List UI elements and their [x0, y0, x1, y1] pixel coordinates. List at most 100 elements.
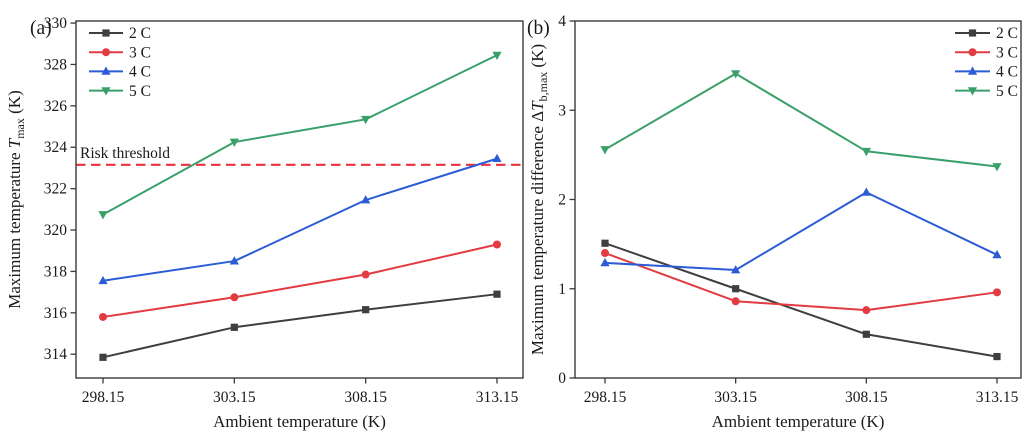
y-tick-label: 2 — [558, 192, 566, 209]
series-5-c — [600, 70, 1002, 172]
y-tick-label: 316 — [44, 305, 68, 322]
data-point-5-c — [861, 147, 871, 157]
data-point-4-c — [861, 187, 871, 196]
risk-threshold-label: Risk threshold — [80, 145, 170, 162]
data-point-2-c — [362, 306, 370, 314]
y-tick-label: 330 — [44, 15, 68, 32]
data-point-3-c — [230, 293, 239, 302]
x-tick-label: 298.15 — [584, 389, 627, 406]
x-axis: 298.15 303.15 308.15 313.15 Ambient temperat… — [584, 378, 1019, 431]
legend-item-5-c: 5 C — [89, 83, 151, 100]
data-point-4-c — [229, 256, 239, 265]
legend-item-4-c: 4 C — [89, 64, 151, 81]
risk-threshold: Risk threshold — [76, 145, 523, 166]
series-3-c — [601, 249, 1001, 315]
x-tick-label: 313.15 — [476, 389, 519, 406]
legend-marker — [968, 29, 977, 37]
legend-item-2-c: 2 C — [89, 25, 151, 42]
legend: 2 C 3 C 4 C 5 C — [89, 25, 151, 100]
data-point-3-c — [601, 249, 609, 258]
series-2-c — [99, 290, 501, 361]
data-point-2-c — [230, 323, 238, 331]
data-point-5-c — [492, 51, 502, 61]
series-line-5-c — [604, 72, 998, 168]
x-axis-title: Ambient temperature (K) — [213, 412, 386, 431]
legend-label: 2 C — [129, 25, 151, 42]
data-point-3-c — [731, 297, 740, 306]
series-4-c — [600, 187, 1002, 274]
legend-label: 5 C — [129, 83, 151, 100]
series-line-2-c — [102, 293, 498, 359]
data-point-3-c — [361, 270, 370, 279]
data-point-2-c — [601, 239, 609, 247]
y-tick-label: 328 — [44, 56, 68, 73]
y-axis-title: Maximum temperature difference ΔTb,max (… — [528, 44, 550, 355]
legend-item-2-c: 2 C — [955, 25, 1018, 42]
panel-label: (a) — [30, 18, 52, 39]
y-tick-label: 314 — [44, 346, 68, 363]
data-point-2-c — [732, 285, 740, 293]
x-tick-label: 308.15 — [845, 389, 888, 406]
legend-marker — [968, 48, 977, 57]
legend-label: 4 C — [996, 64, 1018, 81]
data-point-3-c — [99, 312, 107, 321]
data-point-5-c — [229, 138, 239, 147]
x-tick-label: 313.15 — [976, 389, 1019, 406]
series-line-4-c — [102, 157, 498, 282]
legend-label: 3 C — [996, 44, 1018, 61]
data-point-3-c — [993, 288, 1001, 297]
data-point-4-c — [731, 265, 741, 274]
y-tick-label: 326 — [44, 98, 68, 115]
data-point-4-c — [600, 257, 610, 267]
series-line-4-c — [604, 191, 998, 272]
data-point-3-c — [862, 306, 871, 315]
legend-marker — [101, 66, 111, 75]
y-axis-title: Maximum temperature Tmax (K) — [5, 90, 27, 309]
x-axis: 298.15 303.15 308.15 313.15 Ambient temperat… — [82, 378, 519, 431]
x-tick-label: 303.15 — [714, 389, 757, 406]
data-point-5-c — [600, 146, 610, 155]
y-tick-label: 3 — [558, 102, 566, 119]
data-point-5-c — [361, 115, 371, 125]
data-point-2-c — [99, 353, 107, 361]
legend-marker — [967, 87, 978, 96]
panel-label: (b) — [527, 18, 550, 39]
y-tick-label: 318 — [44, 263, 68, 280]
y-tick-label: 1 — [558, 281, 566, 298]
series-line-3-c — [102, 243, 498, 318]
data-point-4-c — [361, 195, 371, 204]
y-axis: 314 316 318 320 322 324 326 328 330 Maximum tempe… — [5, 15, 76, 363]
data-point-3-c — [493, 240, 501, 249]
x-axis-title: Ambient temperature (K) — [712, 412, 885, 431]
data-point-5-c — [731, 70, 741, 79]
series-line-3-c — [604, 252, 998, 312]
legend-marker — [101, 87, 111, 96]
data-point-5-c — [98, 211, 108, 220]
legend-item-5-c: 5 C — [955, 83, 1018, 100]
series-4-c — [98, 153, 502, 285]
data-point-4-c — [98, 275, 108, 285]
legend-label: 4 C — [129, 64, 151, 81]
y-tick-label: 0 — [558, 370, 566, 387]
x-tick-label: 303.15 — [213, 389, 256, 406]
legend-marker — [967, 66, 978, 75]
legend-label: 3 C — [129, 44, 151, 61]
data-point-2-c — [862, 330, 870, 338]
legend: 2 C 3 C 4 C 5 C — [955, 25, 1018, 100]
y-tick-label: 320 — [44, 222, 68, 239]
x-tick-label: 308.15 — [344, 389, 387, 406]
x-tick-label: 298.15 — [82, 389, 125, 406]
series-3-c — [99, 240, 501, 321]
legend-item-3-c: 3 C — [89, 44, 151, 61]
data-point-2-c — [493, 290, 501, 298]
y-tick-label: 324 — [44, 139, 68, 156]
plot-frame — [75, 20, 524, 379]
legend-marker — [102, 29, 110, 37]
legend-marker — [102, 48, 110, 57]
y-axis: 0 1 2 3 4 Maximum temperature difference ΔTb,… — [528, 13, 575, 387]
panel-b: 298.15 303.15 308.15 313.15 Ambient temperat… — [527, 13, 1022, 431]
y-tick-label: 4 — [558, 13, 566, 30]
legend-item-3-c: 3 C — [955, 44, 1018, 61]
series-line-5-c — [102, 54, 498, 216]
